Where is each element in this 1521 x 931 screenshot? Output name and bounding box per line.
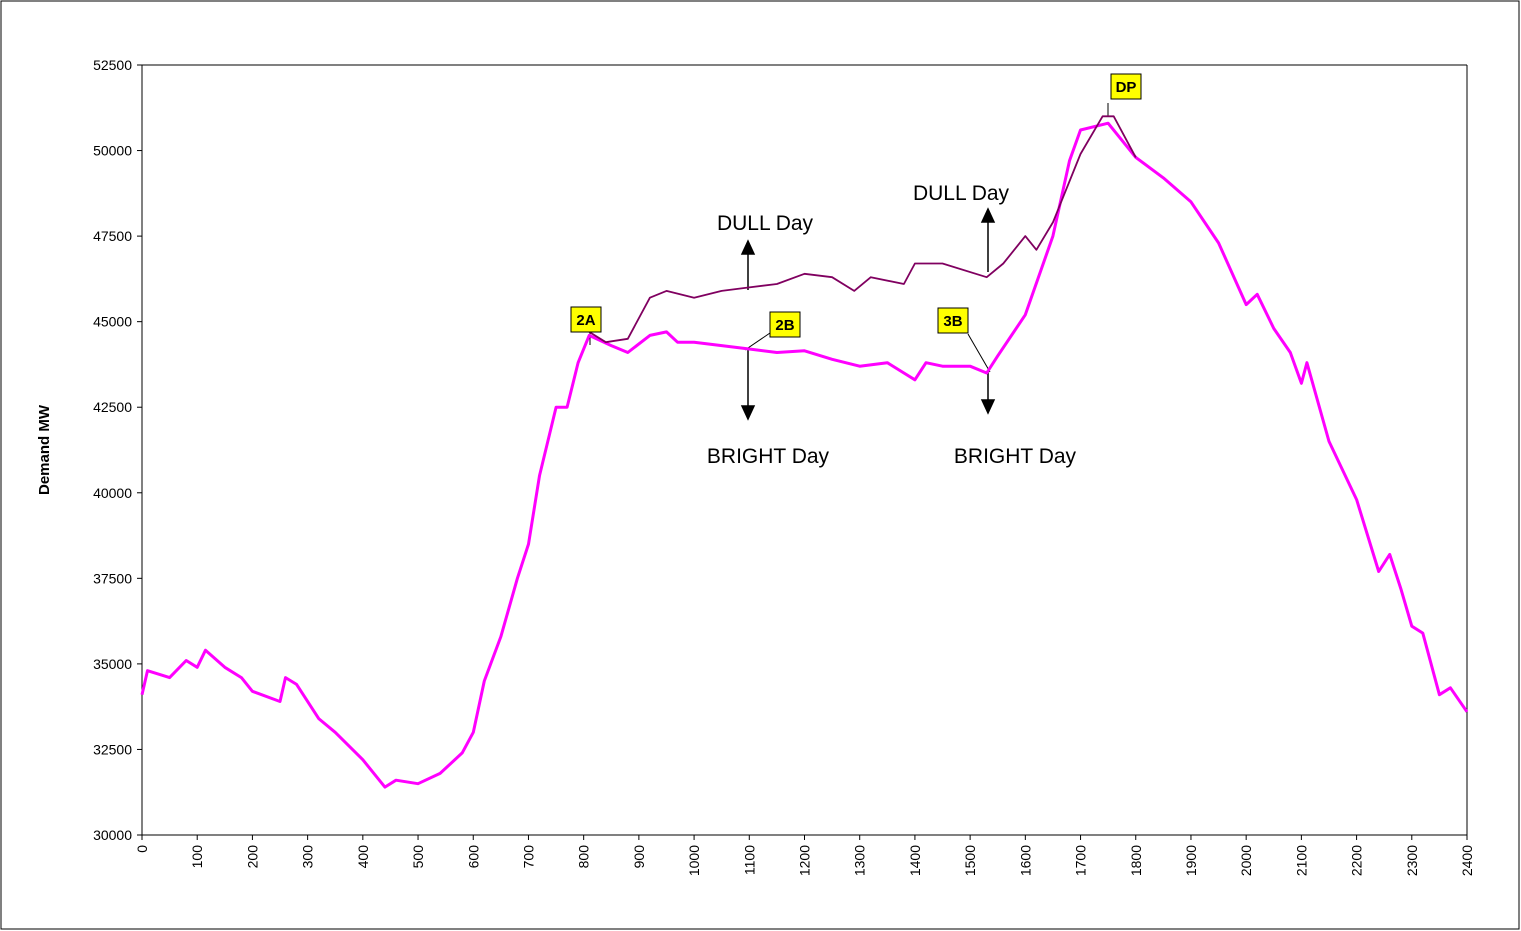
x-tick-label: 400 [355,845,371,869]
x-tick-label: 1300 [852,845,868,876]
annotation-arrows [589,103,1109,421]
marker-box [1110,73,1142,100]
data-line [588,115,1137,344]
x-tick-label: 1000 [686,845,702,876]
y-axis-title: Demand MW [36,404,53,495]
x-tick-label: 1400 [907,845,923,876]
x-tick-label: 1500 [962,845,978,876]
y-tick-label: 52500 [93,57,132,73]
x-tick-label: 600 [465,845,481,869]
marker-label: 3B [943,313,962,330]
x-tick-label: 800 [576,845,592,869]
x-tick-label: 200 [244,845,260,869]
annotation: DULL Day [717,212,814,235]
annotation: BRIGHT Day [707,445,830,468]
y-tick-label: 40000 [93,485,132,501]
y-tick-label: 45000 [93,314,132,330]
marker-label: 2B [775,317,794,334]
marker-box [570,306,602,333]
x-tick-label: 300 [300,845,316,869]
y-tick-label: 42500 [93,399,132,415]
y-tick-label: 35000 [93,656,132,672]
x-tick-label: 100 [189,845,205,869]
x-tick-label: 1900 [1183,845,1199,876]
data-line [140,121,1469,789]
x-tick-label: 2100 [1293,845,1309,876]
y-tick-label: 30000 [93,827,132,843]
x-tick-label: 2400 [1459,845,1475,876]
y-tick-label: 50000 [93,143,132,159]
x-tick-label: 2200 [1349,845,1365,876]
x-tick-label: 1700 [1073,845,1089,876]
marker-box [769,311,801,338]
x-tick-label: 2000 [1238,845,1254,876]
y-tick-label: 37500 [93,570,132,586]
x-tick-label: 1100 [741,845,757,875]
x-tick-label: 500 [410,845,426,869]
x-tick-label: 0 [134,845,150,853]
x-tick-label: 1200 [797,845,813,876]
marker-box [937,307,969,334]
x-tick-label: 900 [631,845,647,869]
marker-label: 2A [576,312,595,329]
annotation: BRIGHT Day [954,445,1077,468]
marker-label: DP [1116,79,1137,96]
annotation: DULL Day [913,182,1010,205]
x-tick-label: 700 [520,845,536,869]
x-tick-label: 1800 [1128,845,1144,876]
x-tick-label: 1600 [1017,845,1033,876]
y-tick-label: 47500 [93,228,132,244]
x-tick-label: 2300 [1404,845,1420,876]
y-tick-label: 32500 [93,741,132,757]
